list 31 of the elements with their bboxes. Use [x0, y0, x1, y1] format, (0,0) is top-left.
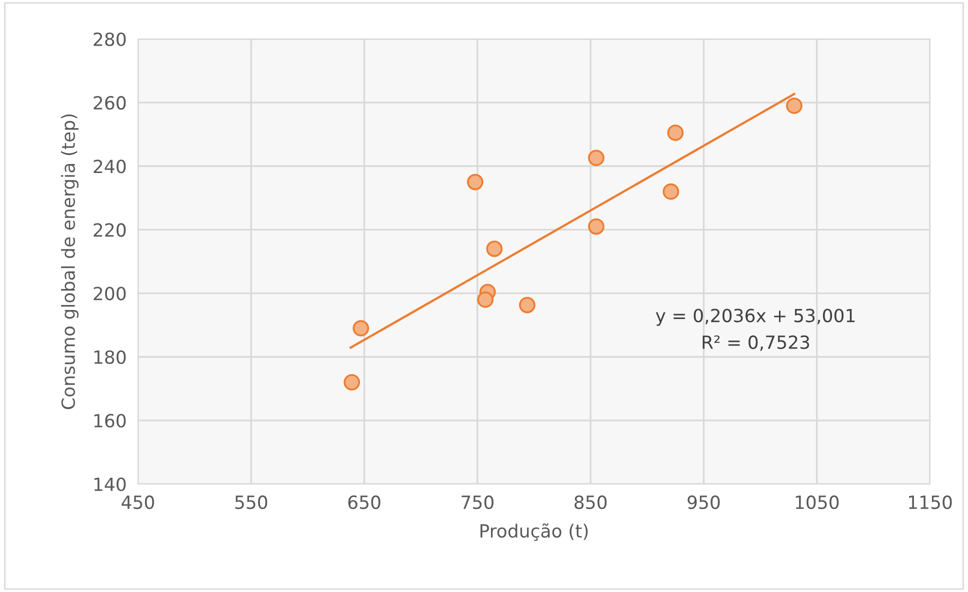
point	[466, 174, 484, 190]
point	[786, 98, 802, 114]
x-tick-label: 950	[688, 495, 720, 510]
point	[662, 183, 680, 200]
y-tick-label: 260	[94, 96, 126, 110]
point	[588, 150, 604, 166]
y-tick-label: 160	[94, 414, 126, 428]
point	[667, 124, 684, 141]
x-tick-label: 750	[462, 495, 494, 510]
x-tick-label: 850	[574, 495, 607, 510]
x-tick-label: 1150	[909, 495, 952, 510]
point	[477, 291, 494, 308]
x-tick-label: 650	[348, 495, 380, 510]
annotation: y = 0,2036x + 53,001	[656, 308, 855, 326]
point	[344, 374, 360, 390]
x-tick-label: 550	[235, 495, 268, 510]
point	[588, 218, 604, 235]
x-tick-label: 450	[122, 495, 154, 510]
y-tick-label: 140	[94, 477, 126, 492]
point	[486, 240, 503, 257]
y-axis-title: Consumo global de energia (tep)	[61, 114, 79, 410]
y-tick-label: 220	[94, 223, 126, 237]
point	[352, 320, 370, 336]
point	[519, 296, 536, 314]
x-tick-label: 1050	[796, 495, 839, 510]
y-tick-label: 200	[94, 286, 126, 300]
annotation: R² = 0,7523	[702, 335, 810, 351]
x-axis-title: Produção (t)	[480, 523, 588, 541]
y-tick-label: 240	[94, 160, 126, 174]
y-tick-label: 180	[94, 350, 126, 364]
y-tick-label: 280	[94, 32, 126, 46]
